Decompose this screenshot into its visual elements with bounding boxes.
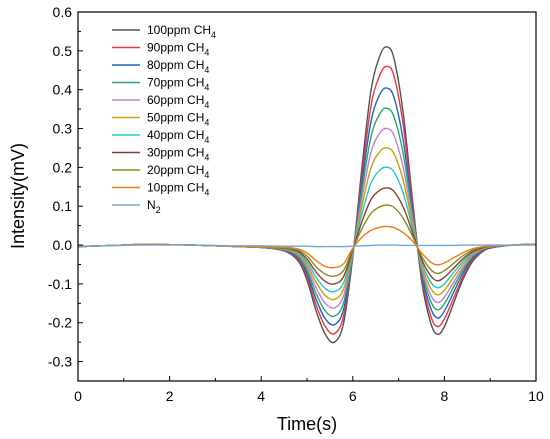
legend-subscript: 4 bbox=[204, 83, 209, 93]
legend-subscript: 2 bbox=[156, 205, 161, 215]
y-axis-label: Intensity(mV) bbox=[8, 143, 28, 249]
y-tick-label: -0.2 bbox=[48, 315, 72, 331]
legend-label: N bbox=[147, 198, 156, 212]
x-tick-label: 10 bbox=[528, 388, 544, 404]
legend-entry: 10ppm CH4 bbox=[147, 181, 209, 198]
legend-label: 70ppm CH bbox=[147, 76, 204, 90]
legend-label: 90ppm CH bbox=[147, 41, 204, 55]
legend-subscript: 4 bbox=[204, 170, 209, 180]
legend-entry: N2 bbox=[147, 198, 161, 215]
legend-subscript: 4 bbox=[204, 153, 209, 163]
legend-subscript: 4 bbox=[204, 135, 209, 145]
legend-entry: 40ppm CH4 bbox=[147, 128, 209, 145]
x-axis-label: Time(s) bbox=[277, 414, 337, 434]
legend-subscript: 4 bbox=[204, 65, 209, 75]
legend-label: 40ppm CH bbox=[147, 128, 204, 142]
legend-entry: 60ppm CH4 bbox=[147, 93, 209, 110]
legend-entry: 20ppm CH4 bbox=[147, 163, 209, 180]
x-tick-label: 4 bbox=[257, 388, 265, 404]
legend-label: 10ppm CH bbox=[147, 181, 204, 195]
legend-subscript: 4 bbox=[204, 100, 209, 110]
legend-entry: 50ppm CH4 bbox=[147, 111, 209, 128]
legend-subscript: 4 bbox=[211, 30, 216, 40]
y-tick-label: 0.1 bbox=[53, 198, 73, 214]
y-tick-label: -0.3 bbox=[48, 354, 72, 370]
plot-frame bbox=[77, 11, 537, 382]
legend-label: 80ppm CH bbox=[147, 58, 204, 72]
legend-subscript: 4 bbox=[204, 118, 209, 128]
series-line bbox=[77, 244, 536, 248]
legend-entry: 30ppm CH4 bbox=[147, 146, 209, 163]
legend-label: 20ppm CH bbox=[147, 163, 204, 177]
legend-entry: 90ppm CH4 bbox=[147, 41, 209, 58]
series-line bbox=[77, 46, 537, 344]
y-tick-label: 0.6 bbox=[53, 4, 73, 20]
y-tick-label: -0.1 bbox=[48, 276, 72, 292]
x-tick-label: 2 bbox=[166, 388, 174, 404]
series-lines bbox=[77, 46, 537, 344]
x-tick-label: 6 bbox=[349, 388, 357, 404]
x-tick-label: 0 bbox=[74, 388, 82, 404]
legend-subscript: 4 bbox=[204, 188, 209, 198]
legend-entry: 70ppm CH4 bbox=[147, 76, 209, 93]
y-tick-label: 0.0 bbox=[53, 237, 73, 253]
legend-entry: 80ppm CH4 bbox=[147, 58, 209, 75]
legend-label: 30ppm CH bbox=[147, 146, 204, 160]
y-tick-label: 0.2 bbox=[53, 159, 73, 175]
legend-subscript: 4 bbox=[204, 48, 209, 58]
legend-label: 60ppm CH bbox=[147, 93, 204, 107]
legend-label: 100ppm CH bbox=[147, 23, 211, 37]
y-tick-label: 0.4 bbox=[53, 82, 73, 98]
axis-ticks: 0 2 4 6 8 10 -0.3 -0.2 -0.1 0.0 0.1 0.2 0.3 0.4 0.5 0.6 bbox=[48, 4, 544, 404]
y-tick-label: 0.3 bbox=[53, 121, 73, 137]
legend-entry: 100ppm CH4 bbox=[147, 23, 216, 40]
x-tick-label: 8 bbox=[441, 388, 449, 404]
legend-label: 50ppm CH bbox=[147, 111, 204, 125]
y-tick-label: 0.5 bbox=[53, 43, 73, 59]
